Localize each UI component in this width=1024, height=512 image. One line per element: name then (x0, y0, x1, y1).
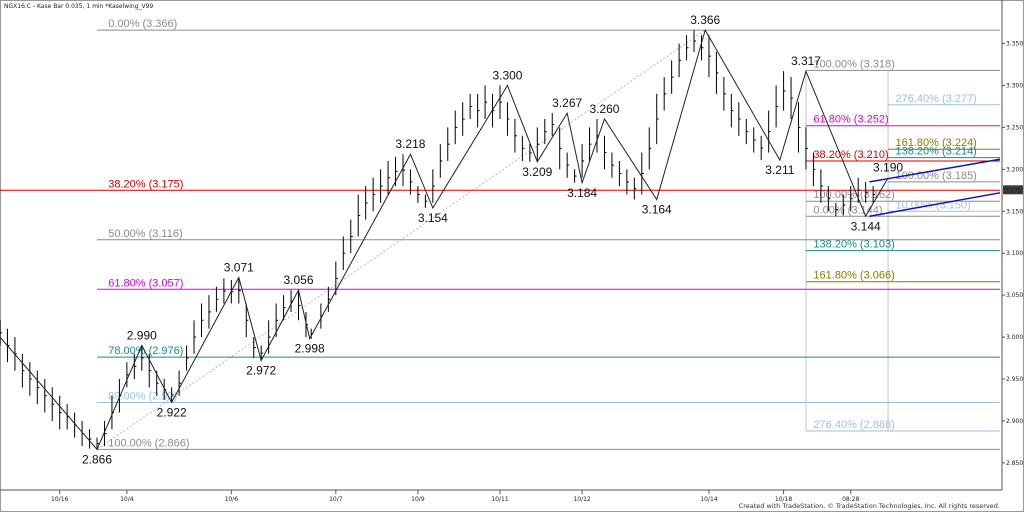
bars-layer (0, 30, 876, 450)
fib-label-12: 38.20% (3.210) (813, 149, 888, 161)
fib-label-19: 276.40% (2.888) (813, 419, 894, 431)
y-tick-label-0: 2.850 (1006, 460, 1023, 467)
swing-label-4: 3.071 (224, 261, 254, 275)
y-tick-label-6: 3.150 (1006, 208, 1023, 215)
swing-label-8: 3.218 (395, 137, 425, 151)
swing-label-15: 3.164 (642, 203, 672, 217)
fib-label-14: 100.00% (3.162) (813, 189, 894, 201)
swing-label-2: 2.990 (127, 328, 157, 342)
y-tick-label-1: 2.900 (1006, 418, 1023, 425)
swing-label-3: 2.922 (157, 405, 187, 419)
fib-layer: 0.00% (3.366) 38.20% (3.175) 50.00% (3.116… (0, 18, 1000, 450)
x-tick-label-8: 10/18 (775, 496, 792, 503)
swing-label-1: 2.866 (82, 452, 112, 466)
swing-line (0, 28, 889, 451)
y-tick-label-10: 3.350 (1006, 41, 1023, 48)
fib-label-5: 89.00% (2.92) (108, 390, 177, 402)
fib-label-7: 100.00% (3.318) (813, 58, 894, 70)
trendline-1 (869, 192, 1001, 218)
swing-label-12: 3.267 (552, 96, 582, 110)
x-tick-label-1: 10/4 (120, 496, 134, 503)
x-tick-label-9: 08:28 (842, 496, 859, 503)
trend-layer (869, 158, 1001, 218)
x-tick-label-2: 10/6 (225, 496, 239, 503)
swing-label-7: 2.998 (295, 342, 325, 356)
swing-label-18: 3.317 (791, 54, 821, 68)
last-price-badge: 3.175 (1003, 185, 1023, 195)
fib-label-18: 161.80% (3.066) (813, 270, 894, 282)
swing-label-16: 3.366 (690, 13, 720, 27)
fib-label-17: 138.20% (3.103) (813, 239, 894, 251)
y-tick-label-2: 2.950 (1006, 376, 1023, 383)
y-tick-label-5: 3.100 (1006, 250, 1023, 257)
x-tick-label-0: 10/16 (51, 496, 68, 503)
y-tick-label-7: 3.200 (1006, 166, 1023, 173)
swing-label-5: 2.972 (246, 364, 276, 378)
chart-header: NGX16.C - Kase Bar 0.035, 1 min *Kaselwi… (4, 3, 153, 10)
swing-label-20: 3.190 (873, 161, 903, 175)
swing-label-14: 3.260 (589, 102, 619, 116)
x-tick-label-4: 10/9 (411, 496, 425, 503)
x-tick-label-7: 10/14 (700, 496, 717, 503)
fib-label-13: 100.00% (3.185) (896, 170, 977, 182)
credit-text: Created with TradeStation. © TradeStatio… (739, 502, 1000, 510)
fib-label-8: 276.40% (3.277) (896, 93, 977, 105)
swing-label-13: 3.184 (567, 186, 597, 200)
x-axis: 10/16 10/4 10/6 10/7 10/9 10/11 10/12 10/14 10/1… (51, 490, 860, 503)
fib-label-10: 161.80% (3.224) (896, 137, 977, 149)
x-tick-label-6: 10/12 (573, 496, 590, 503)
fib-label-2: 50.00% (3.116) (108, 228, 182, 240)
fib-label-15: 0.00% (3.144) (813, 204, 882, 216)
y-tick-label-3: 3.000 (1006, 334, 1023, 341)
fib-label-9: 61.80% (3.252) (813, 114, 888, 126)
y-tick-label-8: 3.250 (1006, 124, 1023, 131)
fib-label-6: 100.00% (2.866) (108, 437, 189, 449)
swing-label-17: 3.211 (765, 163, 794, 177)
last-price-badge-bg (1003, 185, 1023, 195)
last-price-label: 3.175 (1004, 187, 1021, 194)
swing-label-10: 3.300 (492, 68, 522, 82)
trendline-0 (869, 158, 1001, 183)
fib-label-11: 138.20% (3.214) (896, 146, 977, 158)
y-tick-label-9: 3.300 (1006, 82, 1023, 89)
swing-label-6: 3.056 (283, 273, 313, 287)
swing-layer: 2.866 2.990 2.922 3.071 2.972 3.056 2.998 3.218… (0, 13, 903, 466)
y-axis: 2.850 2.900 2.950 3.000 3.050 3.100 3.150 3.200… (1002, 41, 1023, 467)
y-tick-label-4: 3.050 (1006, 292, 1023, 299)
swing-label-11: 3.209 (522, 165, 552, 179)
fib-label-3: 61.80% (3.057) (108, 277, 183, 289)
swing-label-19: 3.144 (851, 219, 881, 233)
fib-label-1: 38.20% (3.175) (108, 178, 183, 190)
swing-label-9: 3.154 (418, 211, 448, 225)
x-tick-label-3: 10/7 (329, 496, 343, 503)
x-tick-label-5: 10/11 (491, 496, 508, 503)
fib-label-4: 78.00% (2.976) (108, 345, 183, 357)
fib-label-0: 0.00% (3.366) (108, 18, 177, 30)
